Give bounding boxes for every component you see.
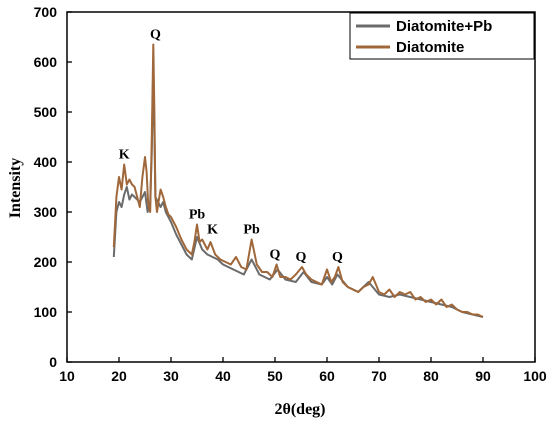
x-tick-label: 50 [267,368,283,384]
y-axis-title: Intensity [7,158,24,218]
x-tick-label: 10 [59,368,75,384]
y-tick-label: 0 [49,354,57,370]
peak-label: Q [296,250,307,265]
x-tick-label: 40 [215,368,231,384]
y-tick-label: 200 [34,254,58,270]
y-tick-label: 700 [34,4,58,20]
x-tick-label: 90 [475,368,491,384]
plot-frame [66,11,536,363]
x-tick-label: 70 [371,368,387,384]
axes: 10 20 30 40 50 60 70 80 90 100 0 100 200 300 400 500 600… [34,4,547,384]
y-tick-label: 100 [34,304,58,320]
peak-label: Q [270,248,281,263]
x-tick-label: 60 [319,368,335,384]
peak-label: Pb [243,223,260,238]
series-line-0 [112,61,484,318]
y-tick-label: 500 [34,104,58,120]
x-tick-label: 20 [111,368,127,384]
peak-label: K [119,148,130,163]
peak-label: Q [332,250,343,265]
peak-label: K [207,223,218,238]
x-axis-title: 2θ(deg) [274,401,325,418]
peak-label: Q [150,28,161,43]
legend: Diatomite+Pb Diatomite [349,12,535,60]
x-tick-label: 80 [423,368,439,384]
series-line-1 [112,43,484,318]
legend-box [349,12,535,60]
legend-label-0: Diatomite+Pb [396,18,492,35]
series-layer [112,43,484,318]
x-tick-label: 30 [163,368,179,384]
x-tick-label: 100 [523,368,547,384]
y-tick-label: 600 [34,54,58,70]
legend-label-1: Diatomite [396,39,464,56]
peak-label: Pb [189,208,206,223]
y-tick-label: 400 [34,154,58,170]
y-tick-label: 300 [34,204,58,220]
